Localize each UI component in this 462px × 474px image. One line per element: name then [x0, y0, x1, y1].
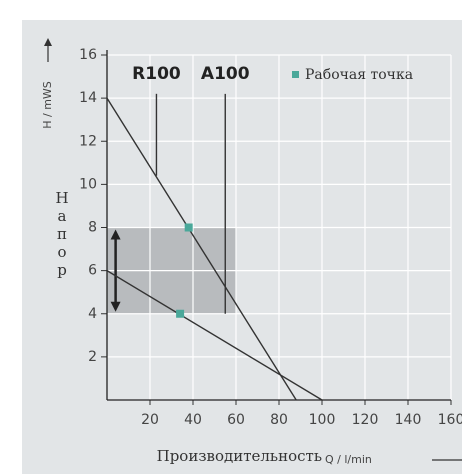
x-tick-label: 140 [395, 412, 422, 428]
y-axis-label: H / mWS [41, 81, 54, 129]
curve-label: R100 [132, 64, 181, 84]
y-arrow-head [44, 38, 52, 46]
x-tick-label: 60 [227, 412, 245, 428]
y-tick-label: 12 [79, 133, 97, 149]
legend-label: Рабочая точка [305, 67, 413, 83]
y-tick-label: 2 [88, 349, 97, 365]
x-tick-label: 80 [270, 412, 288, 428]
x-tick-label: 20 [141, 412, 159, 428]
operating-point [176, 309, 185, 318]
y-tick-label: 8 [88, 220, 97, 236]
operating-point [184, 223, 193, 232]
y-tick-label: 16 [79, 47, 97, 63]
plot: 2 4 6 8 10 12 14 16 20 40 60 80 100 120 140 160 R100 A100… [79, 47, 462, 428]
y-tick-label: 6 [88, 263, 97, 279]
x-unit: Q / l/min [325, 453, 372, 466]
curve [106, 97, 297, 401]
x-tick-label: 160 [438, 412, 462, 428]
y-tick-label: 4 [88, 306, 97, 322]
curve [106, 270, 323, 401]
x-tick-label: 100 [309, 412, 336, 428]
x-tick-label: 120 [352, 412, 379, 428]
panel [22, 20, 462, 474]
curve-label: A100 [201, 64, 250, 84]
y-tick-label: 10 [79, 176, 97, 192]
y-axis-label-2: Напор [53, 189, 71, 279]
band-arrow-head [110, 229, 121, 240]
band-arrow-head [110, 301, 121, 312]
x-tick-label: 40 [184, 412, 202, 428]
x-axis-label: Производительность [157, 447, 322, 465]
y-tick-label: 14 [79, 90, 97, 106]
legend-swatch [292, 71, 299, 78]
